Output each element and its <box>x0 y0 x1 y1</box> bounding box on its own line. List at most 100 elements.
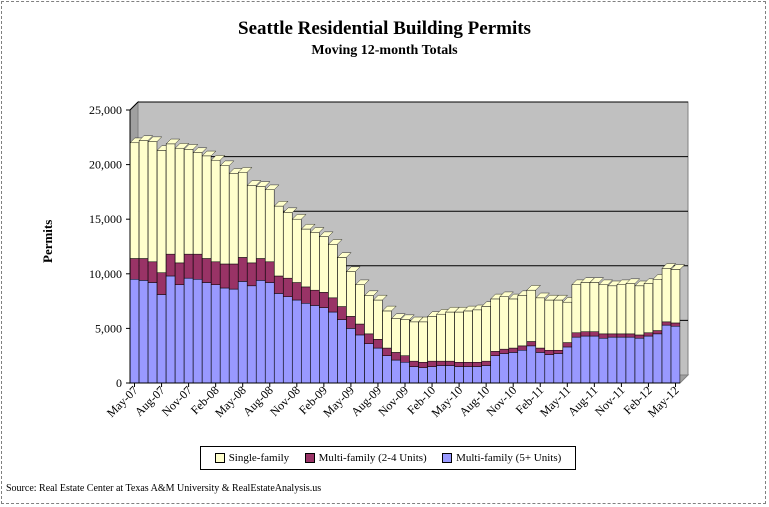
bar-top <box>670 264 686 270</box>
bar-segment <box>400 319 410 356</box>
bar-segment <box>571 336 581 384</box>
bar-segment <box>598 333 609 339</box>
bar-segment <box>391 352 401 361</box>
bar-segment <box>607 333 618 338</box>
bar-top <box>499 291 514 297</box>
bar-top <box>246 180 262 186</box>
bar-segment <box>346 328 356 384</box>
bar-segment <box>337 319 347 384</box>
bar-segment <box>301 286 311 304</box>
bar-segment <box>328 297 338 313</box>
x-tick-label: May-08 <box>212 383 249 420</box>
bar-segment <box>661 321 672 326</box>
bar-segment <box>382 310 392 349</box>
bar-segment <box>634 334 645 339</box>
bar-segment <box>580 335 590 384</box>
bar-segment <box>247 185 257 264</box>
bar-segment <box>517 295 527 347</box>
bar-segment <box>661 268 672 323</box>
bar-segment <box>409 360 419 367</box>
bar-segment <box>165 253 176 277</box>
bar-segment <box>292 299 302 384</box>
bar-segment <box>274 205 284 277</box>
bar-segment <box>238 171 248 258</box>
x-tick-label: May-07 <box>104 383 141 420</box>
bar-segment <box>652 279 663 331</box>
chart-subtitle: Moving 12-month Totals <box>311 43 458 58</box>
bar-segment <box>571 332 581 338</box>
bar-segment <box>607 336 618 384</box>
bar-segment <box>553 353 563 384</box>
bar-segment <box>472 366 482 384</box>
legend-item: Multi-family (5+ Units) <box>442 452 561 464</box>
bar-segment <box>463 310 473 363</box>
bar-segment <box>274 275 284 294</box>
bar-segment <box>661 324 672 384</box>
bar-segment <box>355 323 365 336</box>
bar-segment <box>463 366 473 384</box>
bar-segment <box>643 335 654 384</box>
bar-segment <box>508 347 518 353</box>
x-tick-label: May-10 <box>428 383 465 420</box>
bar-top <box>138 135 154 141</box>
bar-segment <box>436 360 446 366</box>
bar-top <box>219 160 235 166</box>
bar-segment <box>247 262 257 287</box>
bar-segment <box>427 316 437 362</box>
bar-segment <box>535 297 545 349</box>
bar-segment <box>156 150 167 273</box>
legend-label: Single-family <box>228 452 290 464</box>
legend-swatch <box>304 453 315 463</box>
bar-segment <box>138 140 149 259</box>
bar-top <box>264 184 280 190</box>
bar-segment <box>616 284 627 335</box>
bar-segment <box>220 263 230 289</box>
bar-segment <box>319 307 329 384</box>
bar-segment <box>625 283 636 335</box>
bar-segment <box>418 362 428 368</box>
bar-segment <box>256 186 266 259</box>
bar-segment <box>418 367 428 384</box>
bar-segment <box>283 277 293 297</box>
bar-segment <box>670 269 681 324</box>
bar-segment <box>544 354 554 384</box>
bar-segment <box>373 339 383 349</box>
bar-top <box>183 144 199 150</box>
bar-segment <box>382 355 392 384</box>
chart-title: Seattle Residential Building Permits <box>238 18 531 39</box>
bar-segment <box>346 271 356 317</box>
bar-segment <box>526 289 536 342</box>
bar-segment <box>499 353 509 384</box>
bar-segment <box>265 189 275 263</box>
bar-segment <box>526 345 536 384</box>
bar-segment <box>382 347 392 356</box>
bar-segment <box>283 296 293 384</box>
bar-top <box>625 278 641 284</box>
bar-segment <box>454 366 464 384</box>
bar-segment <box>310 289 320 306</box>
bar-top <box>192 147 208 153</box>
bar-segment <box>589 282 600 332</box>
bar-segment <box>147 261 158 283</box>
bar-segment <box>283 212 293 279</box>
bar-segment <box>463 362 473 367</box>
bar-top <box>400 314 415 320</box>
bar-segment <box>165 143 176 255</box>
bar-segment <box>210 284 221 384</box>
y-axis-label: Permits <box>40 219 55 263</box>
bar-segment <box>301 303 311 384</box>
bar-segment <box>147 282 158 384</box>
bar-segment <box>310 305 320 384</box>
y-tick-label: 25,000 <box>89 103 122 117</box>
bar-segment <box>562 342 572 348</box>
bar-segment <box>319 236 329 293</box>
bar-top <box>346 266 361 272</box>
bar-segment <box>562 301 572 343</box>
bar-segment <box>454 311 464 363</box>
bar-segment <box>499 348 509 354</box>
bar-segment <box>445 360 455 366</box>
source-note: Source: Real Estate Center at Texas A&M … <box>6 483 322 494</box>
bar-segment <box>436 313 446 362</box>
bar-segment <box>634 337 645 384</box>
bar-segment <box>553 299 563 351</box>
